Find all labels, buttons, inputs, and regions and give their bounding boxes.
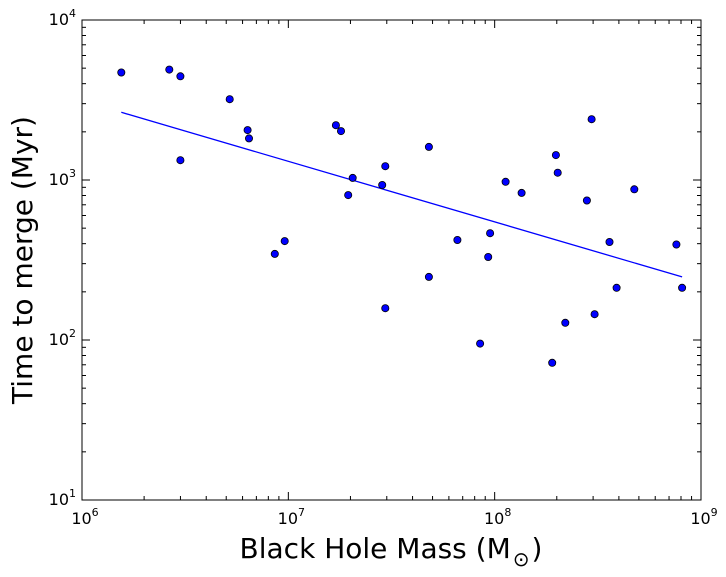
y-tick-label: 103 [49,167,76,189]
data-point [486,229,495,238]
y-axis-label: Time to merge (Myr) [6,116,39,405]
data-point [270,249,279,258]
y-tick-label: 104 [49,7,76,29]
data-point [165,65,174,74]
data-point [176,72,185,81]
data-point [381,162,390,171]
x-tick-label: 107 [278,506,305,528]
plot-area [81,19,702,501]
x-tick-label: 109 [690,506,717,528]
y-tick-label: 101 [49,487,76,509]
data-point [476,339,485,348]
data-point [630,185,639,194]
data-point [678,283,687,292]
axis-ticks [81,19,702,501]
data-point [551,151,560,160]
data-point [453,235,462,244]
data-point [484,252,493,261]
data-point [331,121,340,130]
x-tick-label: 106 [71,506,98,528]
data-point [424,272,433,281]
data-point [378,180,387,189]
y-tick-label: 102 [49,327,76,349]
fit-line [121,111,683,278]
data-point [244,134,253,143]
data-point [548,358,557,367]
x-axis-label: Black Hole Mass (M ⊙) [240,532,543,571]
data-point [501,177,510,186]
data-point [344,191,353,200]
data-point [348,173,357,182]
data-point [672,240,681,249]
data-points [117,65,687,367]
data-point [605,237,614,246]
data-point [590,310,599,319]
data-point [553,168,562,177]
data-point [582,196,591,205]
x-tick-label: 108 [484,506,511,528]
data-point [117,68,126,77]
data-point [243,126,252,135]
data-point [381,304,390,313]
data-point [424,142,433,151]
data-point [336,127,345,136]
data-point [280,237,289,246]
data-point [176,156,185,165]
data-point [587,115,596,124]
data-point [561,318,570,327]
data-point [517,188,526,197]
data-point [225,95,234,104]
data-point [612,283,621,292]
tick-labels: 106 107 108 109 101 102 103 104 [49,7,718,528]
